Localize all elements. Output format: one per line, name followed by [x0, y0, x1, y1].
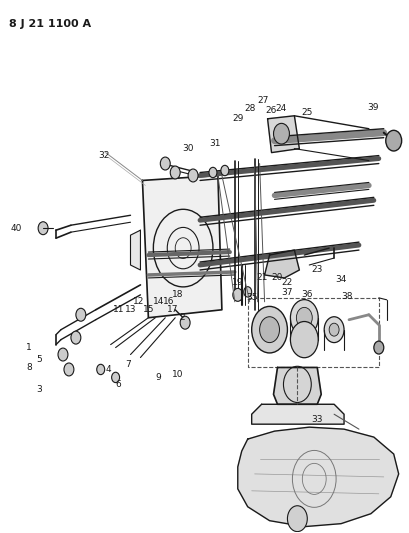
Circle shape	[296, 308, 312, 328]
Text: 1: 1	[26, 343, 32, 352]
Text: 40: 40	[11, 224, 22, 233]
Circle shape	[373, 341, 383, 354]
Text: 31: 31	[209, 139, 220, 148]
Polygon shape	[130, 230, 140, 270]
Text: 24: 24	[275, 104, 286, 114]
Text: 32: 32	[98, 151, 109, 160]
Polygon shape	[273, 367, 320, 404]
Circle shape	[273, 123, 289, 144]
Text: 10: 10	[172, 370, 184, 379]
Text: 38: 38	[340, 292, 352, 301]
Text: 19: 19	[231, 278, 243, 287]
Text: 14: 14	[152, 297, 164, 306]
Circle shape	[232, 288, 242, 301]
Circle shape	[180, 316, 190, 329]
Circle shape	[160, 157, 170, 170]
Text: 34: 34	[335, 276, 346, 285]
Text: 12: 12	[133, 297, 144, 306]
Circle shape	[251, 306, 287, 353]
Circle shape	[385, 130, 401, 151]
Circle shape	[324, 317, 343, 343]
Circle shape	[290, 321, 317, 358]
Text: 17: 17	[166, 305, 178, 314]
Circle shape	[64, 363, 74, 376]
Text: 5: 5	[36, 355, 42, 364]
Circle shape	[188, 169, 198, 182]
Text: 20: 20	[271, 273, 283, 282]
Text: 2: 2	[179, 313, 184, 322]
Polygon shape	[264, 250, 299, 278]
Circle shape	[170, 166, 180, 179]
Text: 11: 11	[112, 305, 124, 314]
Text: 25: 25	[301, 108, 312, 117]
Text: 21: 21	[255, 273, 267, 282]
Text: 9: 9	[155, 373, 161, 382]
Text: 15: 15	[142, 305, 154, 314]
Circle shape	[38, 222, 48, 235]
Polygon shape	[267, 116, 299, 152]
Text: 18: 18	[172, 290, 184, 300]
Text: 16: 16	[162, 297, 173, 306]
Text: 8 J 21 1100 A: 8 J 21 1100 A	[9, 19, 91, 29]
Circle shape	[328, 323, 338, 336]
Text: 27: 27	[256, 96, 267, 106]
Text: 22: 22	[281, 278, 292, 287]
Text: 8: 8	[26, 363, 32, 372]
Text: 13: 13	[124, 305, 136, 314]
Text: 33: 33	[311, 415, 322, 424]
Text: 28: 28	[243, 104, 255, 114]
Circle shape	[71, 331, 81, 344]
Circle shape	[58, 348, 68, 361]
Polygon shape	[142, 175, 221, 318]
Text: 30: 30	[182, 144, 193, 153]
Text: 26: 26	[265, 106, 276, 115]
Circle shape	[76, 308, 85, 321]
Polygon shape	[251, 404, 343, 424]
Text: 39: 39	[366, 103, 378, 112]
Circle shape	[290, 300, 317, 336]
Text: 6: 6	[115, 380, 121, 389]
Text: 36: 36	[301, 290, 312, 300]
Text: 29: 29	[231, 114, 243, 123]
Circle shape	[209, 167, 216, 177]
Text: 37: 37	[281, 288, 292, 297]
Circle shape	[220, 165, 228, 176]
Text: 7: 7	[125, 360, 131, 369]
Circle shape	[243, 287, 251, 297]
Circle shape	[111, 372, 119, 383]
Text: 4: 4	[106, 365, 111, 374]
Text: 3: 3	[36, 385, 42, 394]
Text: 23: 23	[311, 265, 322, 274]
Circle shape	[259, 317, 279, 343]
Circle shape	[97, 364, 104, 375]
Polygon shape	[237, 427, 398, 527]
Text: 35: 35	[245, 293, 257, 302]
Circle shape	[287, 506, 307, 531]
